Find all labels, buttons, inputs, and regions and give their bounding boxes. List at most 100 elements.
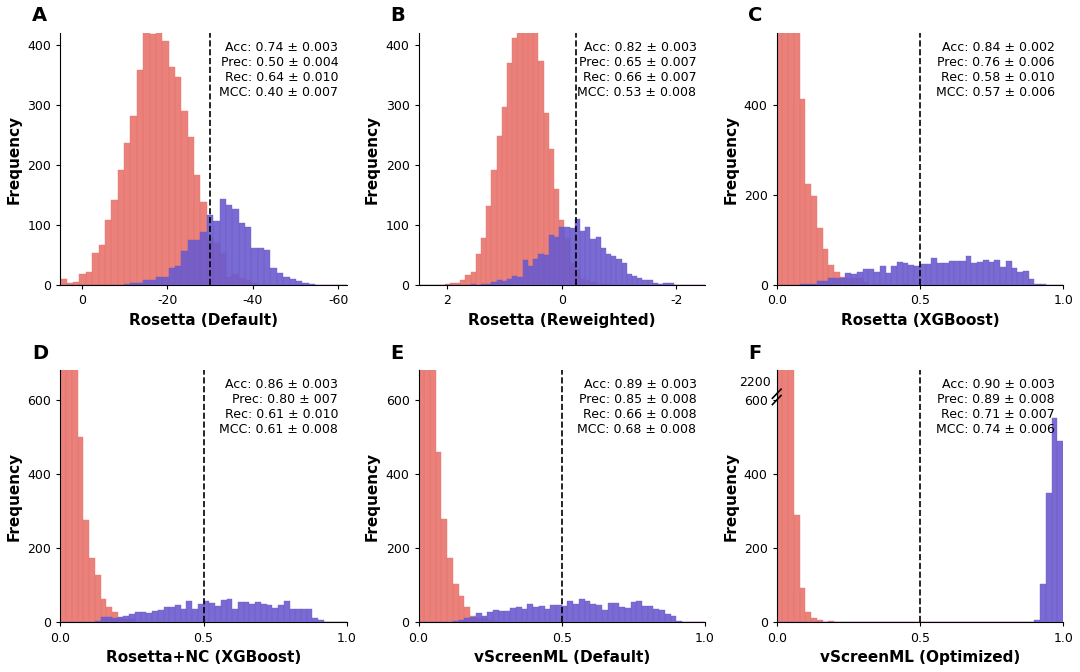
Bar bbox=[435, 452, 442, 622]
Bar bbox=[449, 284, 455, 285]
Bar bbox=[543, 255, 549, 285]
Bar bbox=[131, 116, 137, 285]
Bar bbox=[175, 77, 181, 285]
Bar bbox=[948, 261, 955, 285]
Bar bbox=[931, 257, 937, 285]
Bar bbox=[569, 263, 575, 285]
Bar bbox=[828, 278, 834, 285]
Bar bbox=[528, 267, 534, 285]
Bar bbox=[799, 284, 806, 285]
Bar bbox=[834, 278, 840, 285]
Bar bbox=[137, 70, 144, 285]
Bar bbox=[491, 282, 497, 285]
Text: Acc: 0.82 ± 0.003
Prec: 0.65 ± 0.007
Rec: 0.66 ± 0.007
MCC: 0.53 ± 0.008: Acc: 0.82 ± 0.003 Prec: 0.65 ± 0.007 Rec… bbox=[578, 40, 697, 99]
Bar bbox=[508, 63, 512, 285]
Bar bbox=[556, 605, 562, 622]
X-axis label: Rosetta (XGBoost): Rosetta (XGBoost) bbox=[840, 312, 999, 328]
Bar bbox=[788, 336, 794, 622]
Bar bbox=[575, 219, 580, 285]
Bar bbox=[811, 618, 816, 622]
Bar bbox=[482, 618, 487, 622]
Bar bbox=[595, 284, 600, 285]
Bar bbox=[502, 107, 508, 285]
Y-axis label: Frequency: Frequency bbox=[365, 452, 380, 541]
Bar bbox=[168, 67, 175, 285]
Bar bbox=[60, 279, 67, 285]
Bar bbox=[206, 238, 213, 285]
Bar bbox=[1040, 284, 1045, 285]
X-axis label: Rosetta+NC (XGBoost): Rosetta+NC (XGBoost) bbox=[106, 650, 301, 665]
Text: C: C bbox=[748, 7, 762, 26]
Bar bbox=[617, 259, 622, 285]
Bar bbox=[289, 609, 295, 622]
Bar bbox=[955, 261, 960, 285]
Bar bbox=[181, 111, 188, 285]
Bar bbox=[926, 264, 931, 285]
Bar bbox=[459, 620, 464, 622]
Bar bbox=[98, 245, 105, 285]
Bar bbox=[464, 618, 470, 622]
Bar bbox=[118, 618, 123, 622]
Bar bbox=[777, 0, 782, 285]
Bar bbox=[671, 616, 676, 622]
Bar bbox=[908, 265, 914, 285]
Bar bbox=[105, 220, 111, 285]
Bar bbox=[897, 262, 903, 285]
Bar bbox=[856, 278, 863, 285]
Bar bbox=[106, 607, 112, 622]
Bar bbox=[130, 614, 135, 622]
Bar bbox=[806, 184, 811, 285]
Bar bbox=[481, 238, 486, 285]
Bar bbox=[794, 34, 799, 285]
Bar bbox=[600, 248, 606, 285]
Bar bbox=[534, 32, 538, 285]
Bar bbox=[106, 617, 112, 622]
Bar bbox=[608, 603, 613, 622]
Bar bbox=[210, 603, 215, 622]
Bar bbox=[534, 607, 539, 622]
Bar bbox=[504, 611, 510, 622]
Bar bbox=[569, 228, 575, 285]
Bar bbox=[486, 206, 491, 285]
Bar bbox=[966, 256, 972, 285]
Bar bbox=[491, 171, 497, 285]
Bar bbox=[149, 280, 156, 285]
Bar bbox=[606, 284, 611, 285]
Bar bbox=[272, 607, 278, 622]
Bar bbox=[1052, 418, 1057, 622]
Bar bbox=[549, 235, 554, 285]
Bar bbox=[492, 610, 499, 622]
Bar bbox=[1045, 493, 1052, 622]
Bar bbox=[95, 575, 100, 622]
Bar bbox=[663, 284, 669, 285]
Bar bbox=[278, 605, 284, 622]
Bar bbox=[201, 232, 206, 285]
Bar bbox=[811, 196, 816, 285]
Bar bbox=[606, 254, 611, 285]
Bar bbox=[111, 200, 118, 285]
Bar bbox=[595, 237, 600, 285]
Bar bbox=[1005, 261, 1012, 285]
Bar bbox=[579, 599, 584, 622]
Text: Acc: 0.89 ± 0.003
Prec: 0.85 ± 0.008
Rec: 0.66 ± 0.008
MCC: 0.68 ± 0.008: Acc: 0.89 ± 0.003 Prec: 0.85 ± 0.008 Rec… bbox=[578, 378, 697, 436]
Bar bbox=[653, 609, 659, 622]
Bar bbox=[67, 284, 73, 285]
Text: 2200: 2200 bbox=[739, 376, 771, 389]
Bar bbox=[78, 437, 83, 622]
Bar bbox=[118, 616, 123, 622]
X-axis label: Rosetta (Reweighted): Rosetta (Reweighted) bbox=[468, 312, 656, 328]
Bar bbox=[137, 284, 144, 285]
Bar bbox=[559, 227, 565, 285]
Bar bbox=[476, 254, 481, 285]
Bar bbox=[559, 220, 565, 285]
Text: A: A bbox=[31, 7, 46, 26]
Bar bbox=[1035, 284, 1040, 285]
X-axis label: vScreenML (Default): vScreenML (Default) bbox=[474, 650, 650, 665]
Bar bbox=[471, 272, 476, 285]
Bar bbox=[192, 610, 198, 622]
Bar bbox=[319, 620, 324, 622]
Bar bbox=[267, 605, 272, 622]
Bar bbox=[846, 278, 851, 285]
Bar bbox=[868, 269, 874, 285]
Bar bbox=[903, 284, 908, 285]
